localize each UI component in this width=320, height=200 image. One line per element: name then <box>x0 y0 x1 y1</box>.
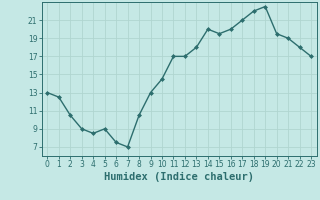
X-axis label: Humidex (Indice chaleur): Humidex (Indice chaleur) <box>104 172 254 182</box>
